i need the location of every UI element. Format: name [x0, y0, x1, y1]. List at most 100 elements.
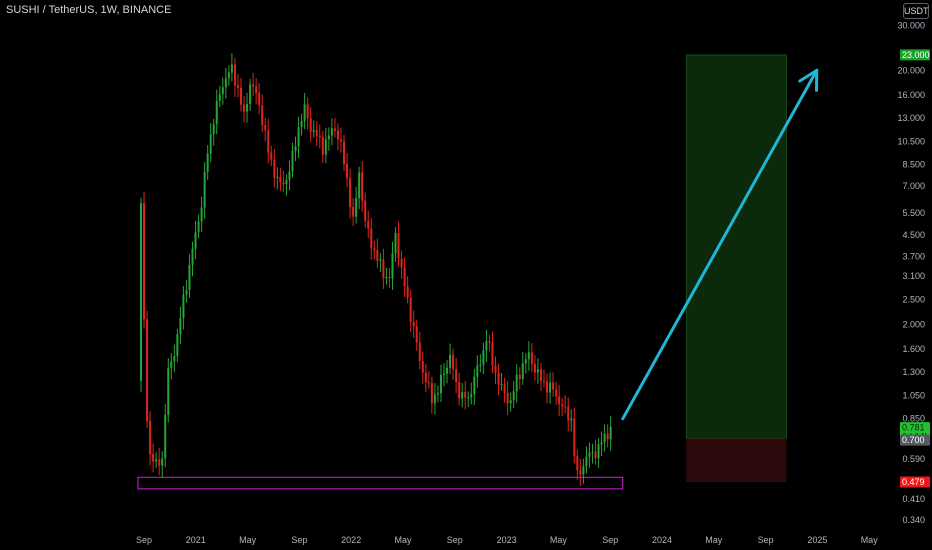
candle-body	[542, 381, 545, 383]
candle-body	[221, 87, 224, 95]
arrow-head	[798, 68, 819, 83]
candle-body	[530, 352, 533, 365]
candle-body	[155, 459, 158, 462]
candle-body	[412, 321, 415, 327]
candle-body	[406, 286, 409, 298]
candle-body	[291, 151, 294, 172]
candle-body	[536, 369, 539, 373]
time-tick-label: May	[239, 535, 257, 545]
candle-body	[306, 104, 309, 118]
price-axis[interactable]: 30.000 20.000 16.000 13.000 10.500 8.500 7.000…	[897, 21, 925, 525]
candle-body	[194, 232, 197, 249]
candle-body	[143, 203, 146, 320]
candle-body	[379, 259, 382, 261]
candle-body	[421, 361, 424, 373]
candle-body	[609, 426, 612, 440]
candle-body	[455, 369, 458, 383]
currency-selector[interactable]: USDT	[903, 3, 929, 19]
candle-body	[343, 141, 346, 164]
candle-body	[391, 253, 394, 279]
candle-body	[258, 92, 261, 106]
candle-body	[552, 382, 555, 390]
candle-body	[594, 451, 597, 459]
price-tick-label: 2.500	[902, 295, 925, 305]
time-tick-label: May	[861, 535, 879, 545]
candle-body	[355, 198, 358, 217]
time-tick-label: 2023	[497, 535, 517, 545]
candle-body	[349, 178, 352, 207]
candle-body	[376, 250, 379, 261]
stop-price-label: 0.479	[902, 477, 925, 487]
candle-body	[179, 318, 182, 335]
time-axis[interactable]: Sep 2021 May Sep 2022 May Sep 2023 May Sep 2024 May…	[136, 535, 878, 545]
candle-body	[385, 276, 388, 279]
candle-body	[503, 384, 506, 393]
time-tick-label: 2022	[341, 535, 361, 545]
price-tick-label: 30.000	[897, 21, 925, 31]
price-tick-label: 10.500	[897, 136, 925, 146]
candle-body	[303, 104, 306, 122]
time-tick-label: 2025	[807, 535, 827, 545]
candle-body	[436, 393, 439, 395]
candle-body	[539, 369, 542, 382]
candle-body	[267, 130, 270, 153]
candle-body	[140, 203, 142, 381]
candle-body	[273, 159, 276, 178]
candle-body	[161, 458, 164, 466]
candle-body	[149, 420, 152, 455]
candle-body	[255, 86, 258, 93]
candle-body	[346, 163, 349, 179]
candle-body	[158, 459, 161, 466]
candle-body	[297, 127, 300, 147]
candle-body	[500, 384, 503, 386]
price-tick-label: 0.850	[902, 414, 925, 424]
candle-body	[364, 200, 367, 221]
candle-body	[246, 104, 249, 112]
profit-target-zone	[685, 54, 787, 440]
support-zone-group	[137, 476, 624, 490]
candle-body	[485, 341, 488, 351]
price-tick-label: 8.500	[902, 160, 925, 170]
candle-body	[430, 382, 433, 404]
candle-body	[309, 117, 312, 132]
candle-body	[567, 406, 570, 421]
candle-body	[176, 334, 179, 356]
candle-body	[373, 248, 376, 251]
candle-body	[470, 394, 473, 398]
candle-body	[282, 182, 285, 185]
candle-body	[461, 392, 464, 399]
entry-price-label: 0.700	[902, 435, 925, 445]
candle-body	[330, 128, 333, 136]
candle-body	[230, 64, 233, 73]
candle-body	[473, 376, 476, 395]
candle-body	[591, 451, 594, 453]
projection-arrow-group	[621, 68, 819, 421]
candle-body	[243, 104, 246, 112]
candle-body	[506, 392, 509, 404]
candle-body	[312, 129, 315, 132]
stop-price-tag	[900, 476, 930, 488]
price-tick-label: 1.050	[902, 390, 925, 400]
candle-body	[164, 414, 167, 459]
candle-body	[197, 221, 200, 233]
candle-body	[443, 373, 445, 375]
candle-body	[521, 363, 524, 380]
candle-body	[512, 391, 515, 401]
price-tick-label: 3.100	[902, 271, 925, 281]
candle-body	[446, 367, 449, 374]
candle-body	[467, 397, 470, 399]
price-tick-label: 4.500	[902, 230, 925, 240]
candle-body	[458, 382, 461, 399]
candle-body	[333, 128, 336, 131]
candle-body	[573, 418, 576, 457]
candle-body	[318, 135, 321, 137]
candle-body	[452, 354, 455, 370]
candle-body	[288, 171, 291, 180]
candle-body	[203, 171, 206, 208]
candle-body	[209, 134, 212, 154]
candle-body	[321, 136, 324, 155]
time-tick-label: May	[550, 535, 568, 545]
candle-body	[582, 466, 585, 475]
candle-body	[576, 456, 579, 471]
